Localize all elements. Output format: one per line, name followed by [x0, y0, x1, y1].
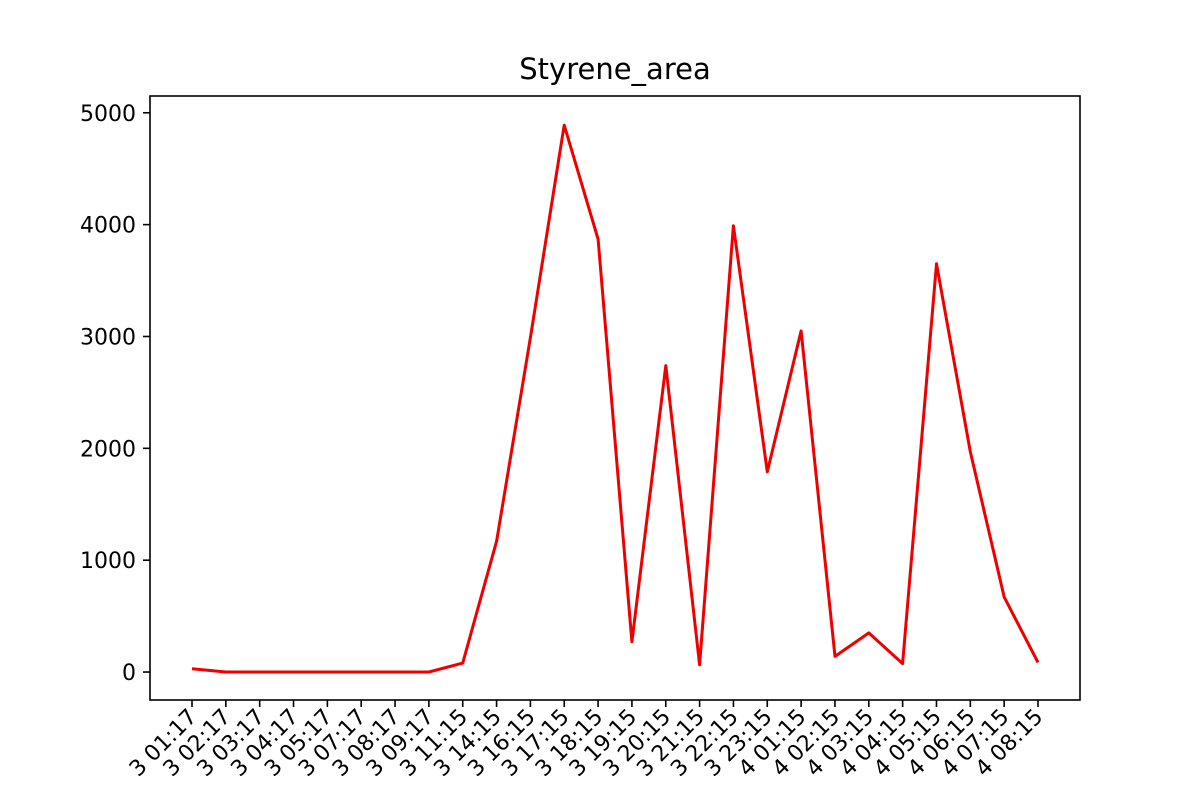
series-line [191, 123, 1040, 674]
x-axis: 3 01:173 02:173 03:173 04:173 05:173 07:… [125, 700, 1048, 782]
y-axis: 0 1000 2000 3000 4000 5000 [80, 102, 150, 686]
plot-frame [149, 95, 1081, 701]
y-tick-label: 1000 [80, 549, 136, 574]
y-tick-label: 5000 [80, 102, 136, 127]
y-tick-label: 0 [122, 661, 136, 686]
plot-area [191, 123, 1040, 674]
y-tick-label: 2000 [80, 437, 136, 462]
y-tick-label: 4000 [80, 214, 136, 239]
y-tick-label: 3000 [80, 325, 136, 350]
chart-title: Styrene_area [519, 52, 710, 86]
